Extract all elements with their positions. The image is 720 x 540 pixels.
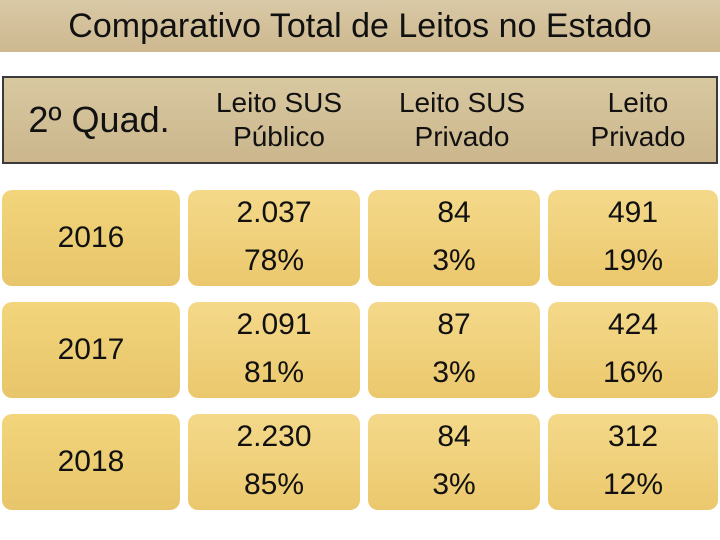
value-number: 84	[437, 196, 471, 229]
column-header-line: Público	[233, 121, 325, 152]
value-cell: 84 3%	[368, 190, 540, 286]
column-header-leito-sus-privado: Leito SUS Privado	[364, 78, 560, 162]
column-header-leito-sus-publico: Leito SUS Público	[194, 78, 364, 162]
table-row-2017: 2017 2.091 81% 87 3% 424 16%	[0, 302, 720, 400]
column-header-line: Privado	[414, 121, 510, 152]
table-header: 2º Quad. Leito SUS Público Leito SUS Pri…	[2, 76, 718, 164]
value-number: 84	[437, 420, 471, 453]
value-number: 2.037	[236, 196, 312, 229]
year-cell: 2018	[2, 414, 180, 510]
value-percent: 81%	[243, 356, 305, 389]
column-header-line: Leito	[607, 87, 669, 118]
value-percent: 85%	[243, 468, 305, 501]
value-percent: 78%	[243, 244, 305, 277]
corner-label: 2º Quad.	[28, 99, 170, 140]
value-number: 87	[437, 308, 471, 341]
value-percent: 3%	[432, 468, 476, 501]
column-header-line: Privado	[590, 121, 686, 152]
value-percent: 3%	[432, 244, 476, 277]
value-percent: 19%	[602, 244, 664, 277]
column-header-leito-privado: Leito Privado	[560, 78, 716, 162]
value-number: 424	[607, 308, 659, 341]
value-percent: 3%	[432, 356, 476, 389]
value-number: 2.091	[236, 308, 312, 341]
value-cell: 2.037 78%	[188, 190, 360, 286]
value-cell: 2.230 85%	[188, 414, 360, 510]
value-cell: 87 3%	[368, 302, 540, 398]
value-cell: 2.091 81%	[188, 302, 360, 398]
column-header-line: Leito SUS	[215, 87, 343, 118]
title-banner	[0, 0, 720, 52]
value-percent: 12%	[602, 468, 664, 501]
value-cell: 84 3%	[368, 414, 540, 510]
column-header-line: Leito SUS	[398, 87, 526, 118]
value-cell: 424 16%	[548, 302, 718, 398]
value-percent: 16%	[602, 356, 664, 389]
page-title: Comparativo Total de Leitos no Estado	[68, 7, 652, 45]
year-cell: 2017	[2, 302, 180, 398]
year-cell: 2016	[2, 190, 180, 286]
value-cell: 491 19%	[548, 190, 718, 286]
value-cell: 312 12%	[548, 414, 718, 510]
value-number: 2.230	[236, 420, 312, 453]
value-number: 491	[607, 196, 659, 229]
value-number: 312	[607, 420, 659, 453]
table-row-2016: 2016 2.037 78% 84 3% 491 19%	[0, 190, 720, 288]
table-row-2018: 2018 2.230 85% 84 3% 312 12%	[0, 414, 720, 512]
